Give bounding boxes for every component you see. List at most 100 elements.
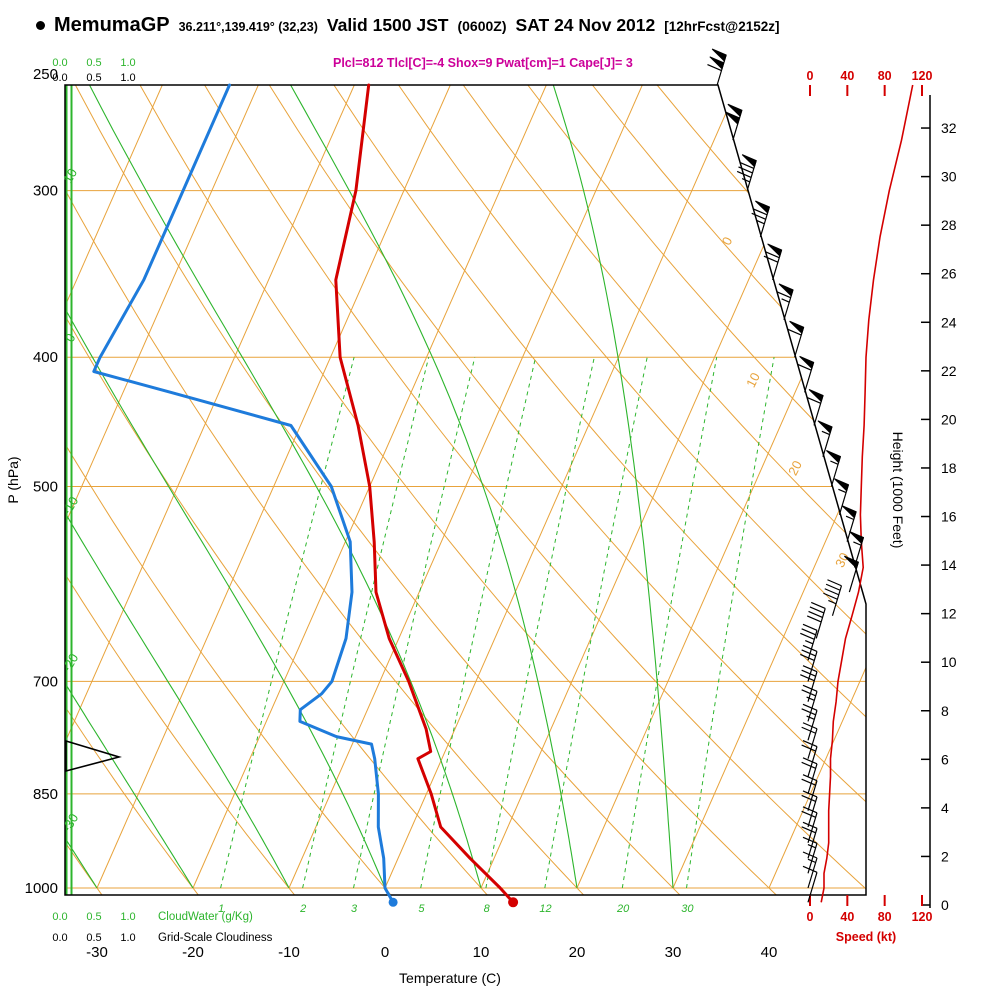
adiabat-labels-left: 100-10-20-30 <box>59 166 81 835</box>
svg-text:14: 14 <box>941 557 957 573</box>
svg-text:250: 250 <box>33 66 58 83</box>
svg-text:28: 28 <box>941 217 957 233</box>
svg-text:6: 6 <box>941 751 949 767</box>
wind-barb <box>763 243 783 281</box>
svg-text:3: 3 <box>351 903 358 915</box>
wind-barb <box>800 623 818 661</box>
svg-text:1.0: 1.0 <box>120 57 135 69</box>
wind-barb <box>817 420 833 457</box>
svg-text:2: 2 <box>299 903 306 915</box>
svg-text:30: 30 <box>665 944 682 961</box>
surface-temperature-dot <box>508 897 519 908</box>
wind-barb <box>802 851 818 889</box>
svg-text:0: 0 <box>807 69 814 83</box>
svg-text:80: 80 <box>878 69 892 83</box>
svg-text:Temperature (C): Temperature (C) <box>399 970 501 986</box>
valid-date: SAT 24 Nov 2012 <box>515 15 656 35</box>
temperature-curve <box>334 83 515 904</box>
valid-time: Valid 1500 JST <box>326 15 449 35</box>
svg-text:500: 500 <box>33 479 58 496</box>
wind-barb <box>834 478 850 515</box>
wind-barb <box>806 601 826 639</box>
svg-text:40: 40 <box>840 69 854 83</box>
temperature-labels: -30 -20 -10 0 10 20 30 40 <box>86 944 777 961</box>
svg-text:12: 12 <box>539 903 551 915</box>
svg-text:-30: -30 <box>86 944 108 961</box>
svg-text:0: 0 <box>381 944 389 961</box>
svg-text:4: 4 <box>941 800 949 816</box>
wind-barb <box>797 355 815 393</box>
dewpoint-curve <box>92 83 395 904</box>
svg-text:20: 20 <box>941 411 957 427</box>
wind-barb <box>707 48 727 86</box>
cloud-scales: 0.0 0.0 0.0 0.0 0.5 0.5 0.5 0.5 1.0 1.0 1.0 1.0 Clou… <box>52 57 272 944</box>
svg-text:10: 10 <box>60 166 80 186</box>
wind-barb <box>806 389 824 426</box>
dry-adiabats <box>65 85 866 895</box>
svg-text:700: 700 <box>33 673 58 690</box>
svg-text:80: 80 <box>878 910 892 924</box>
mixing-ratio-labels: 1 2 3 5 8 12 20 30 <box>218 903 694 915</box>
station-coords: 36.211°,139.419° (32,23) <box>178 20 318 34</box>
svg-text:-20: -20 <box>59 651 81 675</box>
speed-axis: 0 0 40 40 80 80 120 120 Speed (kt) <box>807 69 933 944</box>
wind-barb <box>800 644 818 682</box>
isobars <box>65 190 866 889</box>
wind-barb <box>826 450 842 487</box>
pressure-axis-title: P (hPa) <box>5 456 21 503</box>
svg-text:24: 24 <box>941 314 957 330</box>
wind-barb <box>801 703 818 741</box>
svg-text:-10: -10 <box>59 494 81 518</box>
svg-text:20: 20 <box>569 944 586 961</box>
svg-text:30: 30 <box>832 550 852 570</box>
svg-text:0.5: 0.5 <box>86 72 101 84</box>
svg-text:5: 5 <box>418 903 425 915</box>
svg-text:18: 18 <box>941 460 957 476</box>
svg-text:10: 10 <box>743 370 763 390</box>
svg-text:0: 0 <box>807 910 814 924</box>
svg-text:0.0: 0.0 <box>52 911 67 923</box>
background-lines <box>65 85 866 895</box>
wind-barb <box>736 154 757 191</box>
wind-barb <box>801 684 818 722</box>
wind-barb <box>801 806 818 844</box>
svg-text:2: 2 <box>941 848 949 864</box>
plot-border <box>64 84 867 896</box>
svg-text:400: 400 <box>33 349 58 366</box>
valid-time-z: (0600Z) <box>457 18 507 34</box>
svg-text:300: 300 <box>33 183 58 200</box>
svg-text:850: 850 <box>33 786 58 803</box>
svg-text:Speed (kt): Speed (kt) <box>836 930 896 944</box>
wind-barb <box>801 740 818 777</box>
svg-text:20: 20 <box>785 458 805 478</box>
svg-text:0.5: 0.5 <box>86 932 101 944</box>
temperature-axis-title: Temperature (C) <box>399 970 501 986</box>
wind-barb <box>801 757 818 795</box>
svg-text:22: 22 <box>941 363 957 379</box>
svg-text:0.0: 0.0 <box>52 72 67 84</box>
svg-text:0: 0 <box>941 897 949 913</box>
svg-text:20: 20 <box>616 903 630 915</box>
wind-barb <box>849 530 865 568</box>
svg-text:10: 10 <box>473 944 490 961</box>
wind-barb <box>801 722 818 759</box>
svg-text:40: 40 <box>840 910 854 924</box>
mixing-ratio-lines <box>220 357 775 889</box>
wind-barb <box>776 283 794 321</box>
wind-barb <box>800 665 818 702</box>
wind-barb <box>802 865 818 903</box>
svg-text:10: 10 <box>941 654 957 670</box>
wind-barb <box>801 821 818 859</box>
svg-text:120: 120 <box>912 910 933 924</box>
sounding-parameters: Plcl=812 Tlcl[C]=-4 Shox=9 Pwat[cm]=1 Ca… <box>333 56 633 70</box>
svg-text:CloudWater (g/Kg): CloudWater (g/Kg) <box>158 911 253 923</box>
station-name: MemumaGP <box>54 14 170 36</box>
wind-speed-curve <box>820 84 914 903</box>
svg-text:0: 0 <box>719 234 736 247</box>
svg-text:-10: -10 <box>278 944 300 961</box>
isotherm-labels-right: 0 10 20 30 <box>719 234 852 569</box>
svg-text:16: 16 <box>941 509 957 525</box>
title-bar: MemumaGP 36.211°,139.419° (32,23) Valid … <box>36 14 779 37</box>
svg-text:0.5: 0.5 <box>86 911 101 923</box>
